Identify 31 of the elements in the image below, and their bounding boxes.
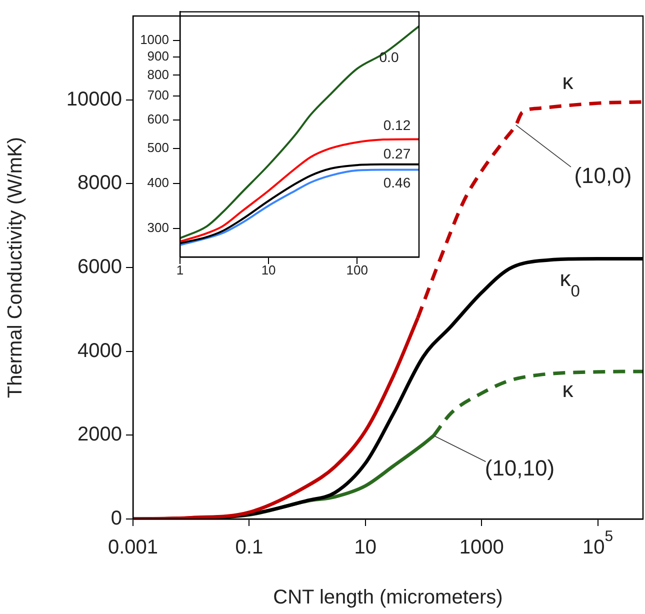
x-tick-label: 0.1 [235,536,264,559]
x-tick-label: 10 [354,536,377,559]
annotation: 0.46 [383,174,411,191]
x-tick-label: 1 [176,262,184,278]
x-axis-title: CNT length (micrometers) [273,586,503,609]
x-tick-label: 100 [346,262,368,278]
y-tick-label: 4000 [78,340,122,362]
annotation: (10,0) [574,163,632,188]
x-tick-label: 10 [261,262,276,278]
y-tick-label: 8000 [78,172,122,194]
y-tick-label: 300 [147,220,169,236]
y-tick-label: 500 [147,140,169,156]
y-tick-label: 800 [147,66,169,82]
x-tick-label: 1000 [459,536,504,559]
annotation: (10,10) [484,456,555,481]
annotation: κ [562,376,574,402]
annotation: κ [562,69,574,94]
y-axis-title: Thermal Conductivity (W/mK) [4,136,27,398]
y-tick-label: 600 [147,112,169,127]
y-tick-label: 10000 [66,88,122,110]
y-tick-label: 6000 [78,256,122,278]
y-tick-label: 400 [147,175,169,190]
annotation: 0.12 [383,117,411,134]
y-tick-label: 2000 [78,424,122,446]
annotation: 0.27 [383,145,411,162]
y-tick-label: 700 [147,88,169,103]
annotation: 0.0 [379,49,399,66]
y-tick-label: 1000 [140,32,169,47]
x-tick-label: 0.001 [108,536,158,559]
y-tick-label: 0 [110,508,122,530]
y-tick-label: 900 [147,48,169,64]
